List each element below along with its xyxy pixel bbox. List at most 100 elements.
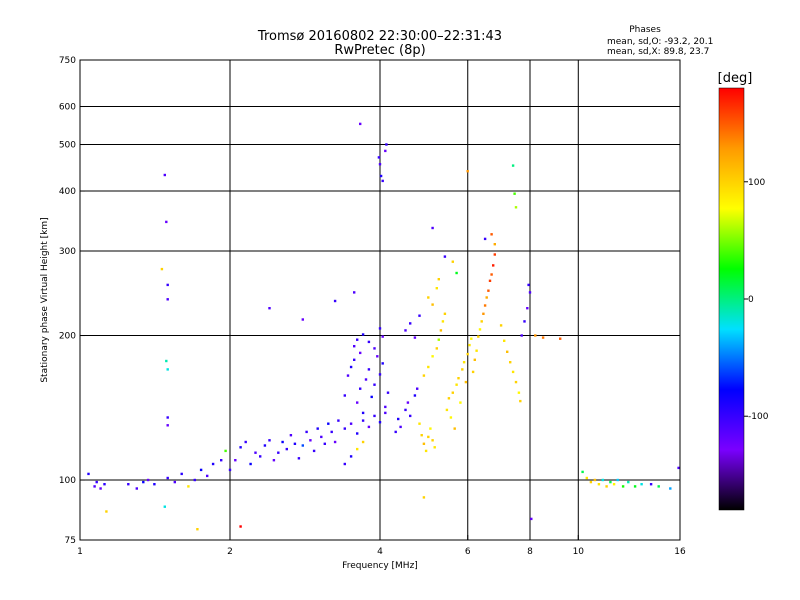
data-point xyxy=(513,192,516,195)
data-point xyxy=(289,434,293,437)
data-point xyxy=(589,480,593,484)
data-point xyxy=(511,370,515,374)
data-point xyxy=(353,345,356,348)
data-point xyxy=(443,312,447,315)
data-point xyxy=(427,296,430,299)
data-point xyxy=(420,434,423,437)
data-point xyxy=(199,468,203,472)
data-point xyxy=(166,476,169,480)
data-point xyxy=(379,174,383,178)
data-point xyxy=(272,459,276,462)
data-point xyxy=(268,439,271,442)
data-point xyxy=(585,476,588,480)
data-point xyxy=(361,333,365,336)
data-point xyxy=(356,401,359,404)
data-point xyxy=(153,483,156,486)
data-point xyxy=(612,483,616,486)
data-point xyxy=(431,439,434,442)
data-point xyxy=(359,122,362,126)
data-point xyxy=(381,179,384,183)
data-point xyxy=(593,478,597,482)
data-point xyxy=(142,480,145,484)
data-point xyxy=(480,320,483,323)
data-point xyxy=(353,358,356,361)
colorbar-ticks: 100 0 -100 xyxy=(744,178,769,422)
data-point xyxy=(455,383,458,386)
x-axis-label: Frequency [MHz] xyxy=(342,561,418,571)
data-point xyxy=(493,243,496,246)
data-point xyxy=(506,350,509,353)
y-tick-label: 300 xyxy=(59,247,76,257)
data-point xyxy=(404,408,407,412)
data-point xyxy=(166,298,169,301)
data-point xyxy=(99,487,102,490)
data-point xyxy=(488,279,492,282)
colorbar-tick-label: 0 xyxy=(748,295,754,305)
data-point xyxy=(160,267,164,271)
data-point xyxy=(384,149,387,153)
data-point xyxy=(384,411,387,415)
data-point xyxy=(677,466,680,470)
data-point xyxy=(429,427,432,430)
data-point xyxy=(206,474,209,478)
data-point xyxy=(211,462,215,466)
data-point xyxy=(378,327,382,330)
data-point xyxy=(166,283,169,287)
data-point xyxy=(381,362,384,365)
data-point xyxy=(478,328,482,331)
data-point xyxy=(418,422,421,425)
data-point xyxy=(277,451,280,454)
data-point xyxy=(285,447,288,451)
data-point xyxy=(418,314,421,317)
data-point xyxy=(361,419,365,422)
data-point xyxy=(323,442,326,445)
data-point xyxy=(431,303,434,306)
data-point xyxy=(633,485,637,488)
data-point xyxy=(404,329,407,332)
data-point xyxy=(409,322,412,325)
data-point xyxy=(462,361,466,364)
data-point xyxy=(316,427,319,430)
data-point xyxy=(509,361,512,364)
data-point xyxy=(409,414,412,418)
data-point xyxy=(514,380,518,384)
data-point xyxy=(527,283,530,287)
data-point xyxy=(394,430,397,434)
data-point xyxy=(649,483,653,486)
data-point xyxy=(427,365,430,369)
data-point xyxy=(433,446,436,449)
data-point xyxy=(609,480,612,484)
data-point xyxy=(146,478,150,482)
data-point xyxy=(605,485,608,488)
data-point xyxy=(327,422,330,425)
data-point xyxy=(520,334,523,337)
data-point xyxy=(514,206,518,209)
data-point xyxy=(356,447,359,451)
data-point xyxy=(422,496,426,499)
data-point xyxy=(621,485,625,488)
data-point xyxy=(361,411,365,415)
data-point xyxy=(431,355,434,358)
data-point xyxy=(466,352,469,356)
y-tick-label: 600 xyxy=(59,103,76,113)
data-point xyxy=(424,449,428,453)
data-point xyxy=(616,478,619,482)
data-point xyxy=(346,374,350,377)
data-point xyxy=(367,368,371,371)
data-point xyxy=(93,485,96,488)
colorbar-tick-label: 100 xyxy=(748,178,765,188)
data-point xyxy=(657,485,660,488)
x-tick-label: 2 xyxy=(227,547,233,557)
data-point xyxy=(163,505,166,508)
data-point xyxy=(173,480,176,484)
data-point xyxy=(471,370,475,374)
data-point xyxy=(239,446,242,449)
data-point xyxy=(483,237,487,241)
data-point xyxy=(466,170,469,173)
data-point xyxy=(301,444,304,447)
data-point xyxy=(343,427,346,430)
data-point xyxy=(528,291,532,294)
data-point xyxy=(367,425,371,429)
data-point xyxy=(193,478,196,482)
data-point xyxy=(526,307,529,310)
